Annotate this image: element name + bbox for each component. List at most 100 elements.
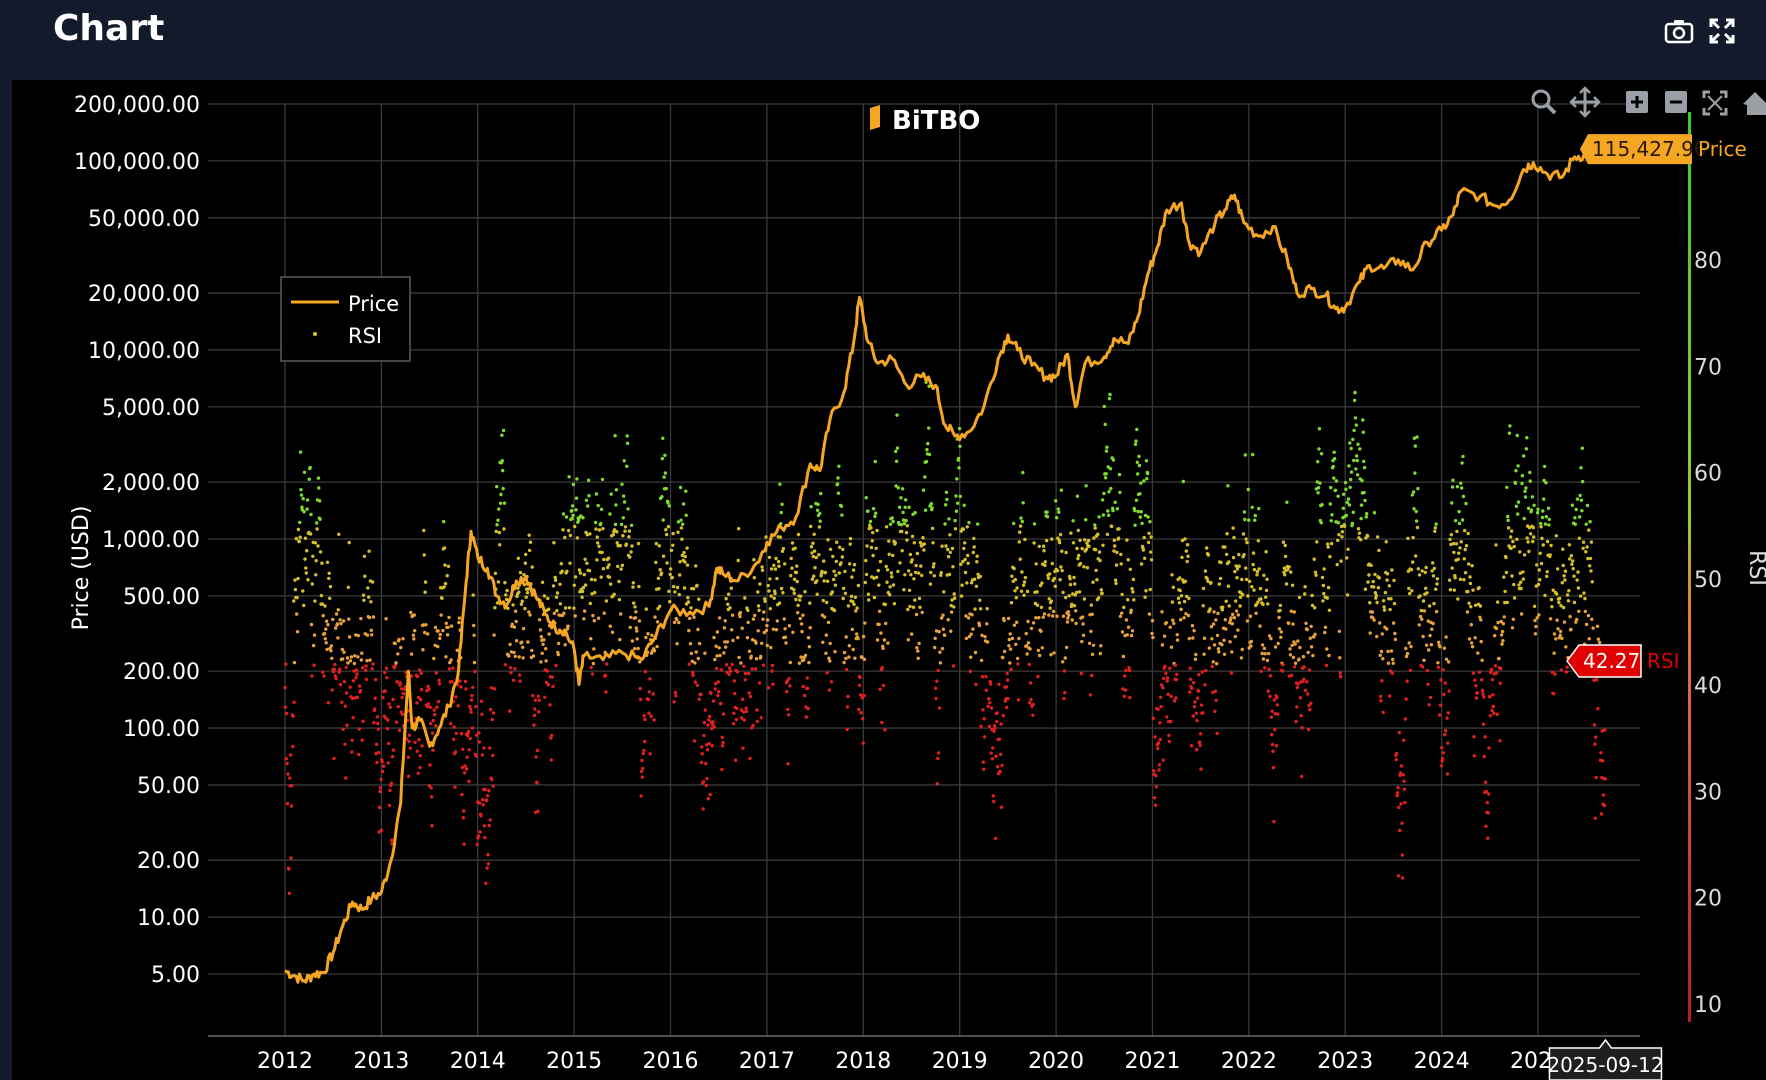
rsi-point	[574, 496, 579, 500]
rsi-point	[1026, 619, 1030, 624]
rsi-point	[497, 507, 501, 511]
rsi-point	[1160, 643, 1165, 647]
rsi-point	[979, 607, 983, 611]
rsi-point	[465, 767, 469, 771]
rsi-point	[657, 587, 661, 591]
rsi-point	[711, 720, 715, 724]
rsi-point	[795, 564, 799, 568]
rsi-point	[959, 562, 963, 566]
home-icon[interactable]	[1743, 92, 1766, 115]
fullscreen-icon	[1709, 18, 1735, 44]
rsi-point	[1588, 556, 1593, 561]
rsi-point	[818, 519, 822, 523]
rsi-point	[1224, 599, 1228, 603]
rsi-point	[530, 565, 534, 569]
rsi-point	[1171, 618, 1175, 622]
rsi-point	[488, 746, 492, 750]
autoscale-icon[interactable]	[1702, 90, 1728, 116]
rsi-point	[1293, 642, 1297, 646]
rsi-point	[1500, 642, 1504, 646]
rsi-point	[1000, 763, 1004, 767]
zoom-out-icon[interactable]	[1665, 91, 1687, 113]
rsi-point	[1260, 643, 1265, 647]
rsi-point	[1496, 620, 1500, 625]
rsi-point	[1097, 550, 1102, 554]
rsi-point	[918, 540, 923, 545]
rsi-point	[1408, 668, 1413, 673]
rsi-point	[431, 718, 435, 723]
rsi-point	[585, 533, 589, 537]
rsi-point	[1135, 427, 1139, 432]
rsi-point	[1266, 602, 1270, 606]
rsi-point	[927, 426, 931, 430]
rsi-point	[1100, 591, 1104, 595]
rsi-point	[480, 712, 484, 716]
rsi-point	[1108, 467, 1113, 471]
rsi-point	[599, 507, 604, 511]
zoom-in-icon[interactable]	[1626, 91, 1648, 113]
rsi-point	[517, 590, 521, 594]
rsi-point	[496, 518, 500, 522]
rsi-point	[1558, 629, 1563, 634]
rsi-point	[1471, 588, 1475, 592]
rsi-point	[777, 601, 782, 605]
rsi-point	[1227, 604, 1231, 608]
rsi-point	[324, 641, 328, 645]
rsi-point	[1382, 608, 1387, 612]
rsi-point	[725, 640, 730, 644]
rsi-point	[442, 519, 446, 524]
rsi-point	[1016, 662, 1020, 666]
y2-tick-label: 80	[1694, 249, 1722, 274]
logo-text: BiTBO	[892, 106, 980, 136]
rsi-point	[1007, 644, 1011, 648]
screenshot-button[interactable]	[1660, 12, 1698, 50]
rsi-point	[1535, 563, 1539, 567]
rsi-point	[1057, 540, 1062, 545]
pan-icon[interactable]	[1569, 86, 1601, 118]
rsi-point	[901, 518, 906, 522]
rsi-point	[501, 486, 505, 491]
rsi-point	[588, 601, 592, 606]
rsi-point	[782, 617, 786, 621]
rsi-point	[416, 674, 420, 679]
rsi-point	[727, 672, 731, 677]
rsi-point	[513, 654, 517, 659]
rsi-point	[1520, 481, 1524, 486]
rsi-point	[727, 592, 731, 596]
rsi-point	[1569, 554, 1574, 558]
rsi-point	[817, 553, 821, 557]
rsi-point	[1420, 569, 1424, 573]
rsi-point	[1436, 665, 1441, 669]
rsi-point	[1012, 566, 1016, 571]
rsi-point	[338, 682, 343, 687]
rsi-point	[433, 625, 438, 630]
chart-panel[interactable]	[12, 80, 1766, 1080]
rsi-point	[560, 569, 564, 573]
rsi-point	[1339, 524, 1344, 529]
rsi-point	[1008, 647, 1013, 651]
rsi-point	[1494, 626, 1499, 631]
rsi-point	[892, 602, 897, 606]
rsi-point	[671, 584, 676, 589]
rsi-point	[1244, 537, 1248, 541]
rsi-point	[621, 534, 625, 538]
rsi-point	[788, 684, 792, 688]
rsi-point	[1075, 494, 1080, 498]
rsi-point	[1008, 661, 1012, 665]
rsi-point	[1070, 618, 1074, 622]
rsi-point	[1558, 633, 1562, 637]
legend[interactable]: Price RSI	[280, 276, 411, 362]
rsi-point	[407, 733, 412, 737]
zoom-icon[interactable]	[1531, 89, 1557, 115]
rsi-point	[1110, 524, 1114, 529]
rsi-point	[1022, 593, 1026, 597]
y-tick-label: 1,000.00	[102, 528, 200, 553]
price-series-line	[284, 142, 1607, 984]
rsi-point	[641, 766, 645, 771]
fullscreen-button[interactable]	[1703, 12, 1741, 50]
rsi-point	[911, 605, 916, 609]
rsi-point	[1049, 653, 1053, 657]
rsi-point	[512, 650, 516, 655]
rsi-point	[808, 626, 812, 630]
